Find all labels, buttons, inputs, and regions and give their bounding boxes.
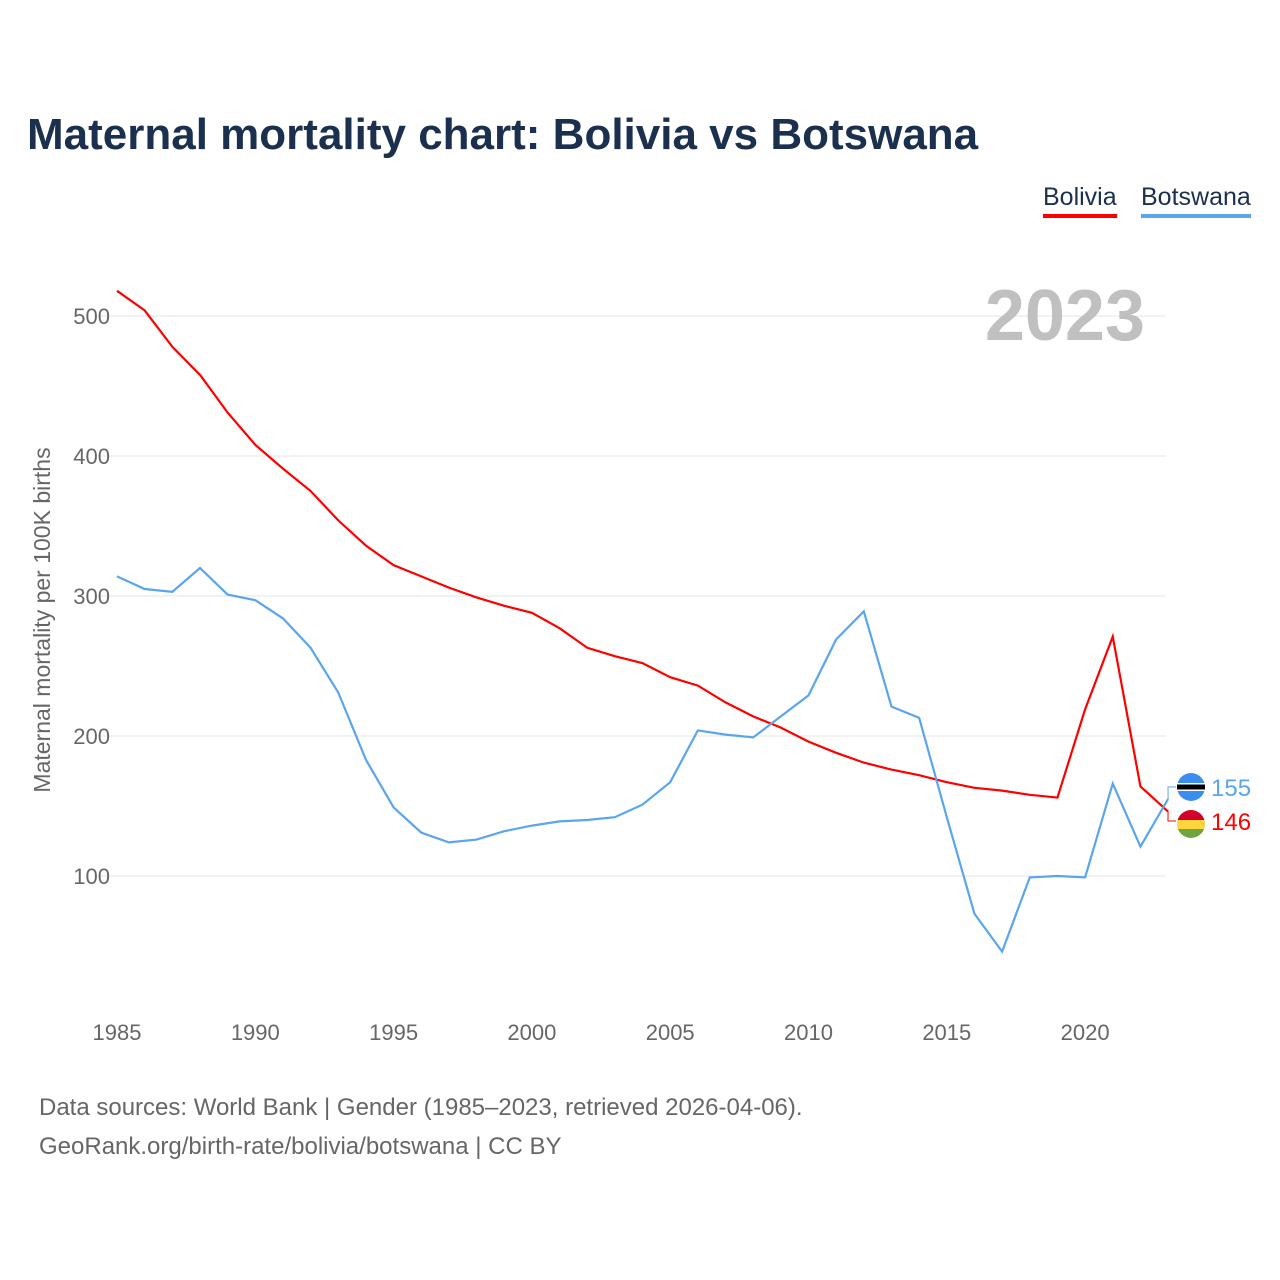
year-watermark: 2023	[985, 276, 1145, 356]
y-tick-label: 500	[73, 304, 110, 329]
end-label-bolivia: 146	[1211, 809, 1251, 836]
y-tick-label: 400	[73, 444, 110, 469]
botswana-flag-icon	[1177, 773, 1205, 801]
series-line-bolivia	[116, 289, 1169, 813]
x-tick-label: 2005	[646, 1020, 695, 1045]
legend-botswana[interactable]: Botswana	[1141, 183, 1251, 218]
series-line-botswana	[116, 566, 1170, 954]
y-axis-label: Maternal mortality per 100K births	[29, 447, 55, 792]
legend-bolivia[interactable]: Bolivia	[1043, 183, 1117, 218]
x-tick-label: 2020	[1061, 1020, 1110, 1045]
footer-sources: Data sources: World Bank | Gender (1985–…	[39, 1094, 803, 1121]
y-tick-label: 200	[73, 724, 110, 749]
x-tick-label: 1990	[231, 1020, 280, 1045]
chart-title: Maternal mortality chart: Bolivia vs Bot…	[27, 110, 979, 159]
x-tick-label: 1995	[369, 1020, 418, 1045]
y-tick-label: 100	[73, 864, 110, 889]
bolivia-flag-icon	[1177, 810, 1205, 838]
leader-line	[1167, 811, 1176, 822]
footer-link[interactable]: GeoRank.org/birth-rate/bolivia/botswana …	[39, 1133, 562, 1160]
x-tick-label: 1985	[93, 1020, 142, 1045]
y-tick-label: 300	[73, 584, 110, 609]
end-label-botswana: 155	[1211, 775, 1251, 802]
x-tick-label: 2000	[507, 1020, 556, 1045]
leader-line	[1167, 786, 1176, 800]
x-tick-label: 2010	[784, 1020, 833, 1045]
x-tick-label: 2015	[922, 1020, 971, 1045]
